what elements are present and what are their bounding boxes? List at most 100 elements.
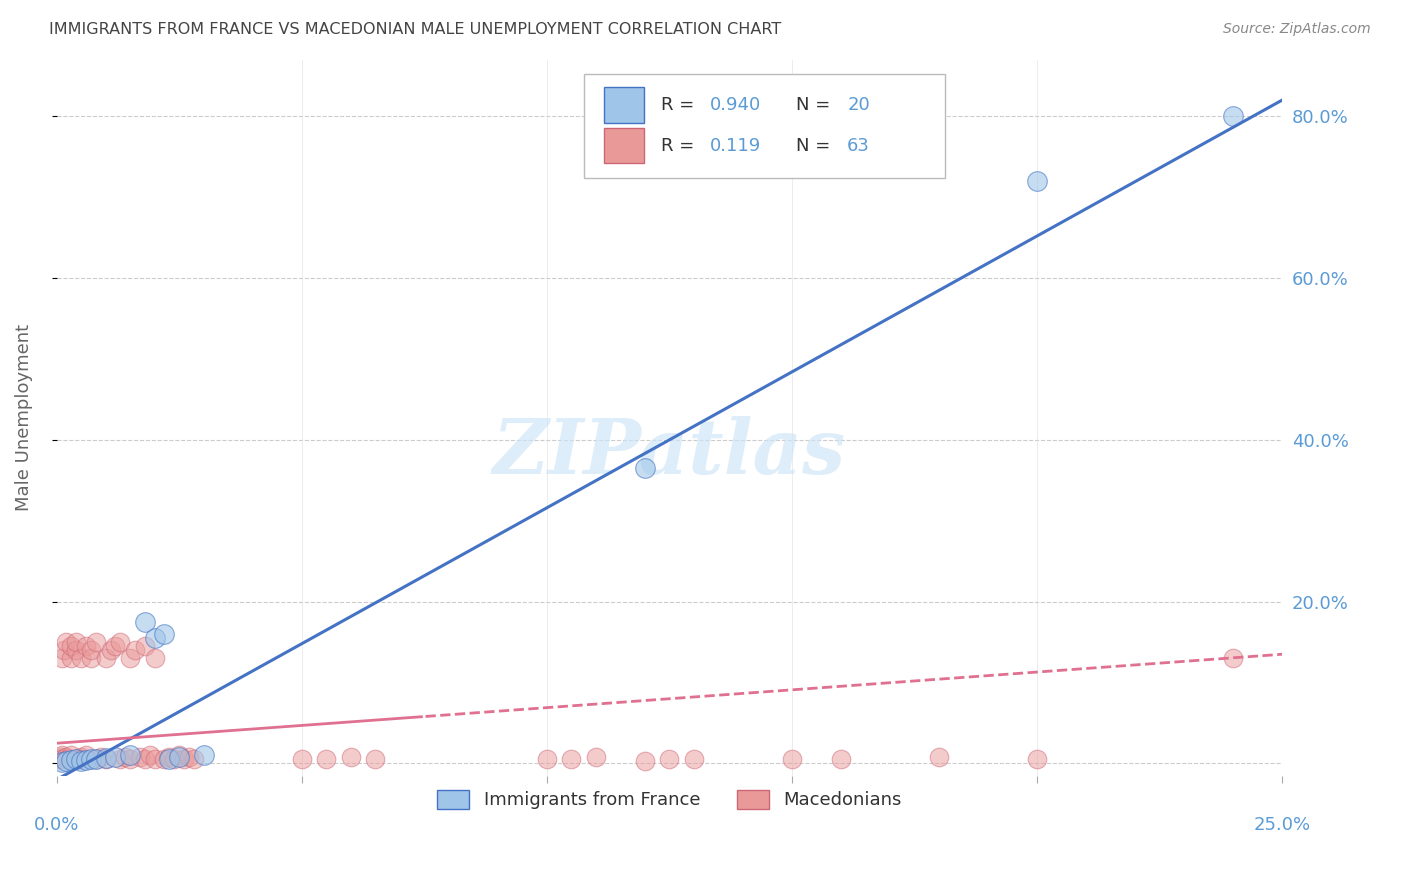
Point	[48, 752, 70, 766]
Point	[339, 750, 361, 764]
Point	[80, 752, 103, 766]
Point	[55, 635, 77, 649]
Point	[1026, 174, 1049, 188]
Point	[80, 643, 103, 657]
Text: 20: 20	[848, 95, 870, 113]
Point	[55, 754, 77, 768]
Point	[70, 752, 93, 766]
Point	[124, 643, 146, 657]
Point	[157, 750, 180, 764]
Point	[110, 635, 132, 649]
Text: N =: N =	[796, 95, 835, 113]
Point	[55, 750, 77, 764]
Point	[634, 754, 657, 768]
Text: ZIPatlas: ZIPatlas	[494, 417, 846, 491]
Point	[634, 461, 657, 475]
Point	[134, 639, 156, 653]
Point	[75, 753, 97, 767]
Text: Source: ZipAtlas.com: Source: ZipAtlas.com	[1223, 22, 1371, 37]
Point	[536, 752, 558, 766]
Point	[80, 651, 103, 665]
Point	[52, 643, 75, 657]
Point	[193, 748, 215, 763]
Point	[94, 752, 117, 766]
Point	[658, 752, 681, 766]
Point	[65, 643, 87, 657]
Point	[84, 751, 107, 765]
Point	[56, 752, 79, 766]
Point	[120, 748, 142, 763]
Point	[120, 752, 142, 766]
Point	[129, 750, 152, 764]
Text: 25.0%: 25.0%	[1254, 816, 1310, 834]
Point	[928, 750, 950, 764]
Point	[70, 750, 93, 764]
Point	[183, 752, 205, 766]
Point	[104, 639, 127, 653]
FancyBboxPatch shape	[583, 74, 945, 178]
Point	[120, 651, 142, 665]
Point	[70, 754, 93, 768]
Point	[167, 750, 190, 764]
Point	[1222, 651, 1244, 665]
Point	[157, 751, 180, 765]
Point	[143, 631, 166, 645]
Point	[364, 752, 387, 766]
Point	[167, 748, 190, 763]
Point	[291, 752, 314, 766]
FancyBboxPatch shape	[605, 87, 644, 122]
Point	[51, 752, 73, 766]
Point	[49, 750, 72, 764]
Point	[94, 751, 117, 765]
FancyBboxPatch shape	[605, 128, 644, 163]
Point	[177, 750, 200, 764]
Point	[1026, 752, 1049, 766]
Point	[84, 752, 107, 766]
Legend: Immigrants from France, Macedonians: Immigrants from France, Macedonians	[430, 783, 910, 817]
Point	[139, 748, 162, 763]
Point	[100, 643, 122, 657]
Text: 63: 63	[848, 136, 870, 154]
Point	[104, 750, 127, 764]
Point	[60, 651, 83, 665]
Point	[153, 752, 176, 766]
Point	[65, 752, 87, 766]
Point	[163, 752, 186, 766]
Point	[51, 755, 73, 769]
Point	[70, 651, 93, 665]
Point	[60, 748, 83, 763]
Point	[143, 752, 166, 766]
Point	[90, 750, 112, 764]
Point	[585, 750, 607, 764]
Point	[683, 752, 706, 766]
Text: 0.119: 0.119	[710, 136, 761, 154]
Point	[780, 752, 803, 766]
Point	[134, 615, 156, 629]
Point	[173, 752, 195, 766]
Point	[114, 750, 136, 764]
Text: 0.940: 0.940	[710, 95, 761, 113]
Point	[153, 627, 176, 641]
Text: IMMIGRANTS FROM FRANCE VS MACEDONIAN MALE UNEMPLOYMENT CORRELATION CHART: IMMIGRANTS FROM FRANCE VS MACEDONIAN MAL…	[49, 22, 782, 37]
Point	[94, 651, 117, 665]
Point	[75, 639, 97, 653]
Text: N =: N =	[796, 136, 835, 154]
Point	[830, 752, 852, 766]
Text: R =: R =	[661, 136, 706, 154]
Point	[60, 753, 83, 767]
Point	[143, 651, 166, 665]
Point	[65, 752, 87, 766]
Point	[60, 639, 83, 653]
Point	[65, 635, 87, 649]
Text: 0.0%: 0.0%	[34, 816, 79, 834]
Point	[110, 752, 132, 766]
Point	[84, 635, 107, 649]
Point	[134, 752, 156, 766]
Point	[560, 752, 582, 766]
Point	[75, 748, 97, 763]
Y-axis label: Male Unemployment: Male Unemployment	[15, 324, 32, 511]
Point	[51, 651, 73, 665]
Point	[1222, 109, 1244, 123]
Point	[315, 752, 337, 766]
Text: R =: R =	[661, 95, 700, 113]
